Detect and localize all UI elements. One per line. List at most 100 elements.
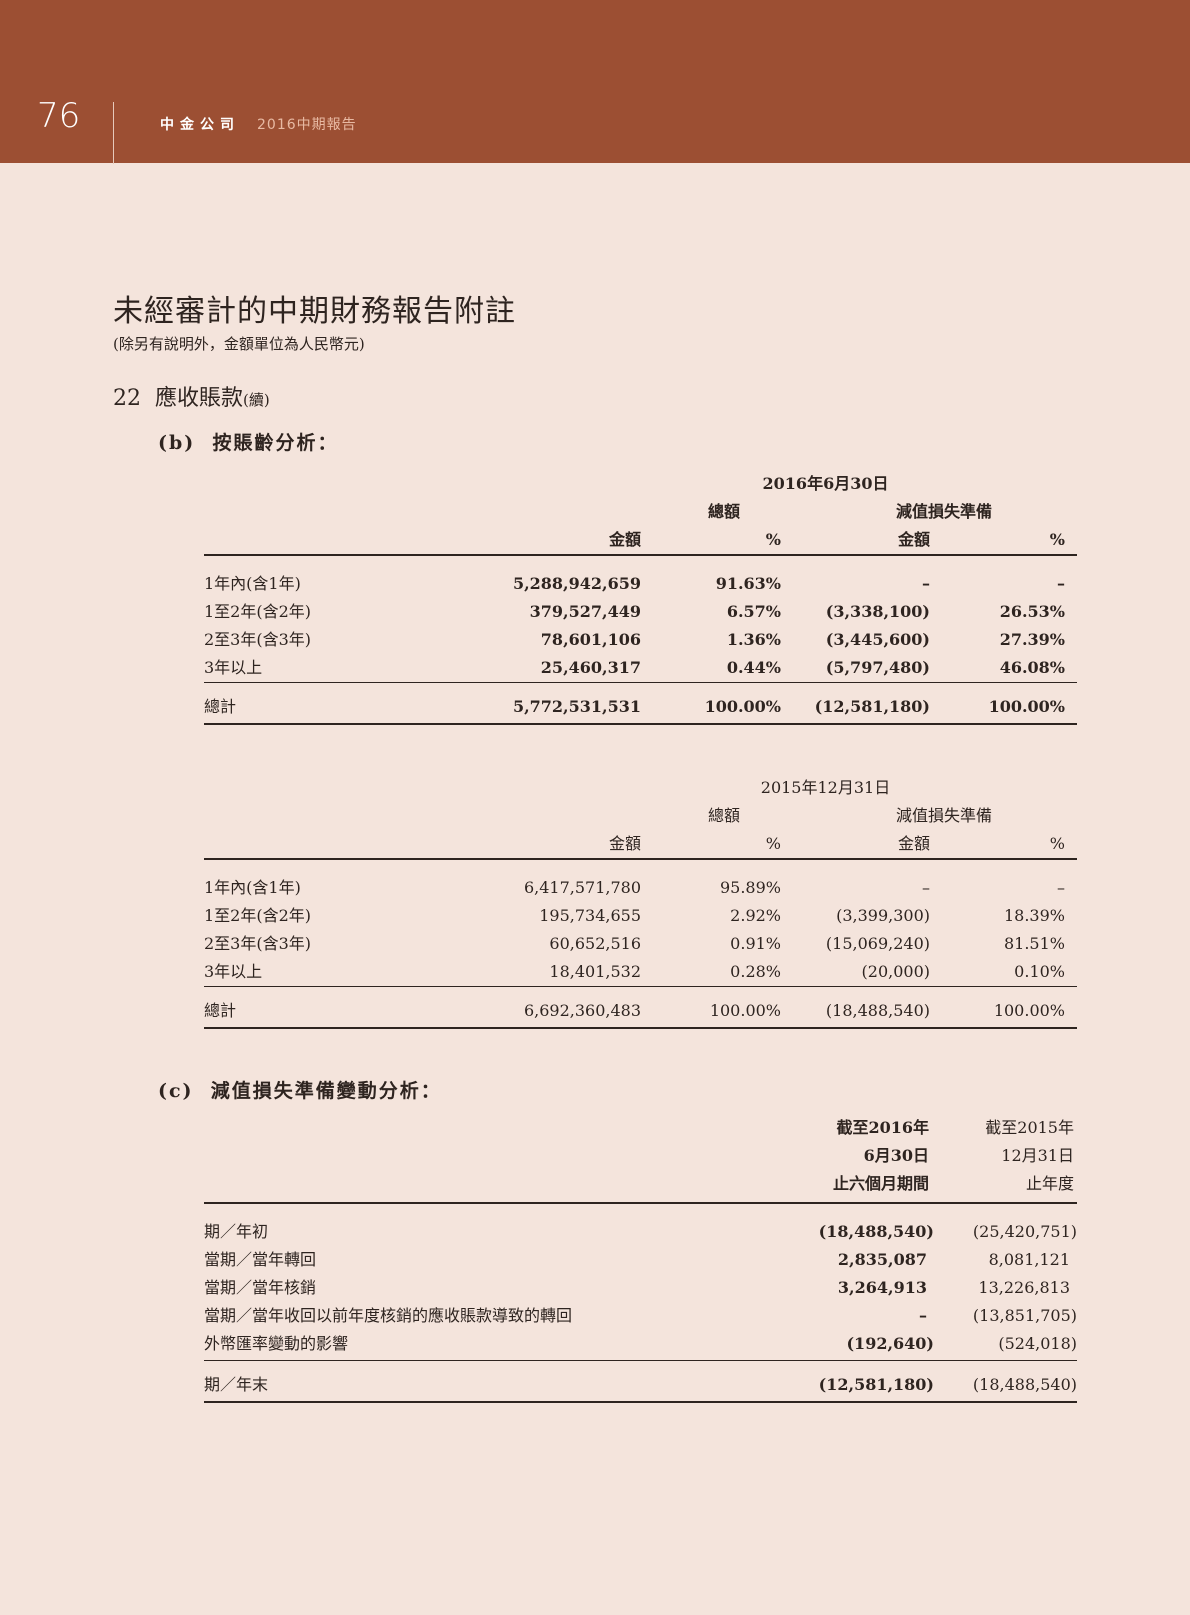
gross-amount: 5,772,531,531 — [512, 697, 641, 716]
gross-percent: 1.36% — [726, 630, 781, 649]
row-label: 當期／當年核銷 — [204, 1278, 317, 1297]
value-2015: (524,018) — [998, 1334, 1077, 1353]
value-2015: 13,226,813 — [978, 1278, 1070, 1297]
row-label: 當期／當年轉回 — [204, 1250, 317, 1269]
page-subtitle: (除另有說明外，金額單位為人民幣元) — [113, 335, 365, 353]
impairment-amount: (3,399,300) — [836, 906, 930, 925]
page-title: 未經審計的中期財務報告附註 — [113, 294, 516, 329]
report-name: 2016中期報告 — [257, 117, 357, 133]
value-2015: (13,851,705) — [972, 1306, 1077, 1325]
impairment-percent: 26.53% — [999, 602, 1065, 621]
gross-percent: 0.28% — [730, 962, 781, 981]
col1-header-line: 6月30日 — [863, 1146, 929, 1165]
impairment-percent: 27.39% — [999, 630, 1065, 649]
gross-amount: 6,692,360,483 — [523, 1001, 641, 1020]
total-label: 期／年末 — [204, 1375, 269, 1394]
col2-header-line: 止年度 — [1025, 1174, 1074, 1193]
part-b-title: 按賬齡分析： — [212, 432, 339, 454]
value-2016: 3,264,913 — [837, 1278, 927, 1297]
table-row: 當期／當年收回以前年度核銷的應收賬款導致的轉回 – (13,851,705) — [204, 1302, 1077, 1330]
impairment-amount: – — [922, 574, 930, 593]
col-amount: 金額 — [608, 530, 641, 549]
row-label: 1年內(含1年) — [204, 878, 301, 897]
subtotal-rule — [204, 682, 1077, 683]
impairment-amount: – — [922, 878, 930, 897]
impairment-amount: (3,338,100) — [825, 602, 930, 621]
table-date: 2016年6月30日 — [762, 474, 889, 493]
header-band — [0, 0, 1190, 163]
col-amount: 金額 — [897, 834, 930, 853]
header-rule — [204, 554, 1077, 556]
row-label: 當期／當年收回以前年度核銷的應收賬款導致的轉回 — [204, 1306, 573, 1325]
col1-header-line: 止六個月期間 — [832, 1174, 929, 1193]
aging-table: 2015年12月31日 總額 減值損失準備 金額% 金額% 1年內(含1年) 6,417,5… — [204, 774, 1077, 1029]
gross-percent: 0.91% — [730, 934, 781, 953]
value-2016: (18,488,540) — [818, 1222, 934, 1241]
gross-percent: 6.57% — [726, 602, 781, 621]
part-b-heading: (b) 按賬齡分析： — [158, 428, 339, 455]
total-row: 總計 5,772,531,531 100.00% (12,581,180) 100.00… — [204, 693, 1077, 721]
col-percent: % — [1049, 530, 1065, 549]
gross-amount: 60,652,516 — [549, 934, 641, 953]
row-label: 1至2年(含2年) — [204, 602, 312, 621]
total-rule — [204, 1027, 1077, 1029]
row-label: 外幣匯率變動的影響 — [204, 1334, 349, 1353]
table-row: 1年內(含1年) 5,288,942,659 91.63% – – — [204, 570, 1077, 598]
impairment-percent: 100.00% — [993, 1001, 1065, 1020]
col2-header-line: 截至2015年 — [985, 1118, 1074, 1137]
aging-table: 2016年6月30日 總額 減值損失準備 金額% 金額% 1年內(含1年) 5,288,94… — [204, 470, 1077, 725]
table-row: 1年內(含1年) 6,417,571,780 95.89% – – — [204, 874, 1077, 902]
total-rule — [204, 1401, 1077, 1403]
value-2015: (25,420,751) — [972, 1222, 1077, 1241]
table-row: 外幣匯率變動的影響 (192,640) (524,018) — [204, 1330, 1077, 1358]
total-v2: (18,488,540) — [972, 1375, 1077, 1394]
total-row: 總計 6,692,360,483 100.00% (18,488,540) 100.00… — [204, 997, 1077, 1025]
impairment-percent: 0.10% — [1014, 962, 1065, 981]
part-c-heading: (c) 減值損失準備變動分析： — [158, 1076, 442, 1103]
impairment-amount: (12,581,180) — [814, 697, 930, 716]
col2-header-line: 12月31日 — [1001, 1146, 1074, 1165]
table-row: 1至2年(含2年) 379,527,449 6.57% (3,338,100) 26.5… — [204, 598, 1077, 626]
page-number: 76 — [37, 96, 81, 136]
col-percent: % — [765, 834, 781, 853]
table-row: 當期／當年轉回 2,835,087 8,081,121 — [204, 1246, 1077, 1274]
table-row: 2至3年(含3年) 78,601,106 1.36% (3,445,600) 27.39… — [204, 626, 1077, 654]
gross-percent: 0.44% — [726, 658, 781, 677]
gross-amount: 25,460,317 — [540, 658, 641, 677]
gross-amount: 6,417,571,780 — [523, 878, 641, 897]
row-label: 3年以上 — [204, 962, 263, 981]
value-2016: (192,640) — [846, 1334, 934, 1353]
table-date: 2015年12月31日 — [760, 778, 891, 797]
gross-amount: 379,527,449 — [529, 602, 641, 621]
row-label: 總計 — [204, 1001, 237, 1020]
row-label: 3年以上 — [204, 658, 263, 677]
impairment-percent: 81.51% — [1003, 934, 1065, 953]
total-rule — [204, 723, 1077, 725]
impairment-amount: (20,000) — [861, 962, 930, 981]
gross-amount: 18,401,532 — [549, 962, 641, 981]
impairment-percent: – — [1057, 878, 1065, 897]
value-2016: 2,835,087 — [837, 1250, 927, 1269]
impairment-percent: 18.39% — [1003, 906, 1065, 925]
gross-percent: 91.63% — [715, 574, 781, 593]
part-c-label: (c) — [158, 1080, 194, 1102]
impairment-percent: – — [1057, 574, 1065, 593]
movement-table: 截至2016年 截至2015年 6月30日 12月31日 止六個月期間 止年度 期／年… — [204, 1114, 1077, 1403]
row-label: 2至3年(含3年) — [204, 630, 312, 649]
section-suffix: (續) — [243, 391, 270, 409]
total-v1: (12,581,180) — [818, 1375, 934, 1394]
gross-amount: 78,601,106 — [540, 630, 641, 649]
impairment-percent: 100.00% — [988, 697, 1065, 716]
header-divider — [113, 102, 114, 164]
table-row: 3年以上 25,460,317 0.44% (5,797,480) 46.08% — [204, 654, 1077, 682]
gross-amount: 5,288,942,659 — [512, 574, 641, 593]
value-2016: – — [919, 1306, 927, 1325]
impairment-amount: (5,797,480) — [825, 658, 930, 677]
col-percent: % — [765, 530, 781, 549]
gross-percent: 100.00% — [709, 1001, 781, 1020]
impairment-amount: (18,488,540) — [825, 1001, 930, 1020]
header-rule — [204, 858, 1077, 860]
row-label: 2至3年(含3年) — [204, 934, 312, 953]
group-gross: 總額 — [707, 806, 740, 825]
col-percent: % — [1049, 834, 1065, 853]
